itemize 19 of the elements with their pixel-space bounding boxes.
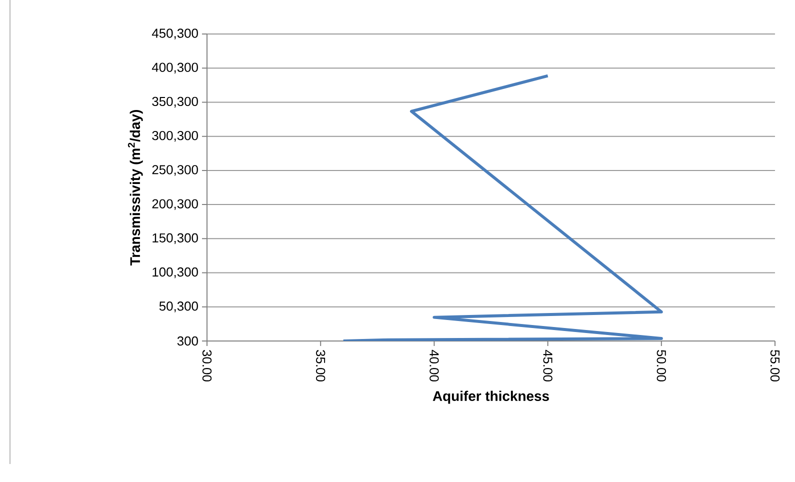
x-tick-label: 35.00 bbox=[316, 350, 326, 382]
y-tick-label: 150,300 bbox=[152, 233, 198, 244]
x-tick-label: 40.00 bbox=[430, 350, 439, 382]
x-tick-label: 55.00 bbox=[770, 350, 780, 382]
y-tick-label: 450,300 bbox=[152, 28, 198, 40]
x-tick-label: 45.00 bbox=[543, 350, 552, 382]
y-axis-title: Transmissivity (m$^{2}$/day) bbox=[128, 110, 143, 266]
x-axis-title: Aquifer thickness bbox=[432, 390, 549, 404]
y-tick-label: 300,300 bbox=[152, 130, 198, 142]
y-tick-label: 50,300 bbox=[159, 302, 198, 312]
y-tick-label: 300 bbox=[177, 336, 198, 346]
y-tick-label: 100,300 bbox=[152, 267, 198, 278]
line-series bbox=[342, 74, 663, 341]
y-tick-label: 350,300 bbox=[152, 96, 198, 108]
y-tick-label: 250,300 bbox=[152, 165, 198, 176]
y-tick-label: 200,300 bbox=[152, 199, 198, 210]
y-tick-label: 400,300 bbox=[152, 62, 198, 74]
x-tick-label: 50.00 bbox=[656, 350, 666, 382]
x-tick-label: 30.00 bbox=[202, 350, 212, 382]
